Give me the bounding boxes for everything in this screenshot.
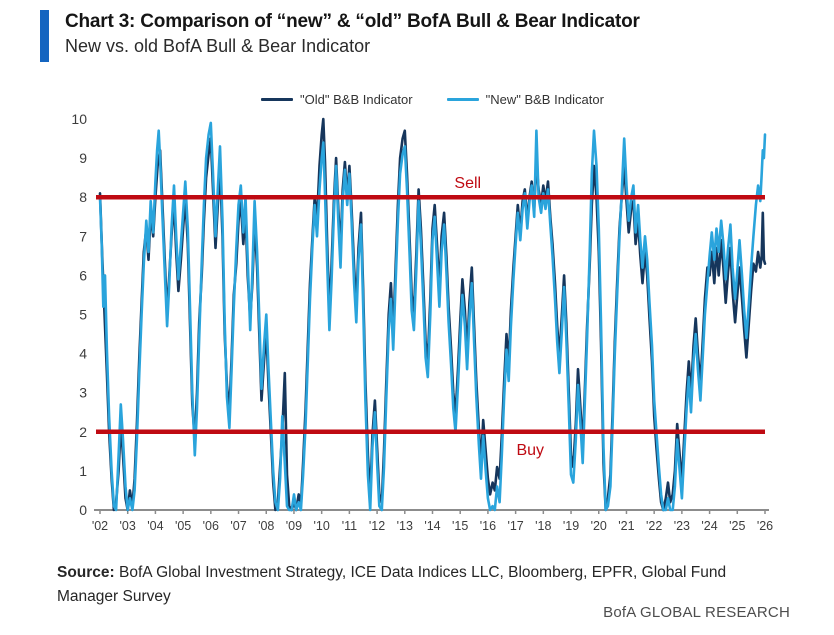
x-tick-label: '14	[424, 519, 440, 533]
x-tick-label: '06	[203, 519, 219, 533]
x-tick-label: '15	[452, 519, 468, 533]
new-bb-line	[98, 121, 767, 512]
x-tick-label: '11	[342, 519, 357, 533]
threshold-label-sell: Sell	[454, 175, 481, 192]
x-tick-label: '23	[674, 519, 690, 533]
source-label: Source:	[57, 564, 115, 581]
title-block: Chart 3: Comparison of “new” & “old” Bof…	[65, 10, 640, 62]
legend-swatch-old	[261, 98, 294, 101]
y-tick-label: 9	[79, 150, 87, 166]
x-tick-label: '08	[258, 519, 274, 533]
brand-mark: BofA GLOBAL RESEARCH	[603, 604, 790, 621]
x-tick-label: '16	[480, 519, 496, 533]
x-tick-label: '18	[535, 519, 551, 533]
x-tick-label: '02	[92, 519, 108, 533]
x-tick-label: '12	[369, 519, 385, 533]
legend-item-new: "New" B&B Indicator	[446, 92, 604, 107]
y-tick-label: 10	[71, 111, 87, 127]
x-tick-label: '05	[175, 519, 191, 533]
chart-svg: 0 1 2 3 4 5 6 7 8 9 10 '02 '03 '04 '05 '06 '07 '08 '09 '10 '…	[71, 111, 773, 533]
legend-item-old: "Old" B&B Indicator	[261, 92, 413, 107]
x-tick-label: '19	[563, 519, 579, 533]
x-tick-label: '24	[701, 519, 717, 533]
x-tick-label: '09	[286, 519, 302, 533]
header: Chart 3: Comparison of “new” & “old” Bof…	[40, 10, 640, 62]
legend-label-new: "New" B&B Indicator	[485, 92, 604, 107]
accent-bar	[40, 10, 49, 62]
x-tick-label: '03	[120, 519, 136, 533]
y-tick-label: 6	[79, 267, 87, 283]
chart-title: Chart 3: Comparison of “new” & “old” Bof…	[65, 11, 640, 32]
legend-label-old: "Old" B&B Indicator	[300, 92, 413, 107]
legend: "Old" B&B Indicator "New" B&B Indicator	[100, 92, 765, 107]
y-tick-label: 4	[79, 346, 87, 362]
y-tick-label: 2	[79, 424, 87, 440]
threshold-label-buy: Buy	[516, 442, 544, 459]
x-tick-label: '20	[591, 519, 607, 533]
x-tick-label: '04	[147, 519, 163, 533]
x-tick-label: '26	[757, 519, 773, 533]
source-note: Source: BofA Global Investment Strategy,…	[57, 561, 757, 609]
x-tick-label: '13	[397, 519, 413, 533]
y-tick-label: 7	[79, 228, 87, 244]
source-text: BofA Global Investment Strategy, ICE Dat…	[57, 564, 727, 606]
x-tick-label: '25	[729, 519, 745, 533]
y-tick-label: 8	[79, 189, 87, 205]
x-tick-label: '22	[646, 519, 662, 533]
x-tick-label: '10	[314, 519, 330, 533]
y-tick-label: 0	[79, 502, 87, 518]
y-tick-label: 5	[79, 307, 87, 323]
x-tick-label: '17	[507, 519, 523, 533]
x-tick-label: '07	[230, 519, 246, 533]
legend-swatch-new	[446, 98, 479, 101]
x-tick-label: '21	[618, 519, 634, 533]
y-tick-label: 3	[79, 385, 87, 401]
y-tick-label: 1	[79, 463, 87, 479]
chart-subtitle: New vs. old BofA Bull & Bear Indicator	[65, 35, 371, 56]
